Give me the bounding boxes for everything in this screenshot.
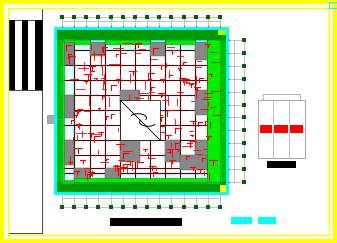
Bar	[231, 217, 252, 224]
Bar	[120, 90, 140, 115]
Bar	[195, 42, 210, 60]
Bar	[165, 40, 195, 44]
Bar	[207, 40, 220, 182]
Bar	[258, 100, 305, 158]
Bar	[105, 40, 150, 44]
Bar	[220, 185, 227, 193]
Bar	[62, 40, 74, 182]
Bar	[110, 218, 182, 226]
Bar	[62, 173, 220, 182]
Bar	[8, 20, 15, 90]
Bar	[62, 40, 220, 50]
Bar	[55, 28, 227, 40]
Bar	[8, 8, 42, 233]
Bar	[207, 150, 220, 182]
Bar	[55, 28, 227, 193]
Bar	[62, 180, 220, 182]
Bar	[28, 20, 35, 90]
Bar	[218, 40, 220, 182]
Bar	[290, 125, 303, 133]
Bar	[62, 40, 64, 182]
Bar	[74, 168, 90, 182]
Bar	[274, 125, 288, 133]
Bar	[62, 140, 74, 165]
Bar	[218, 28, 227, 35]
Bar	[8, 20, 42, 90]
Bar	[260, 125, 272, 133]
Bar	[267, 161, 296, 168]
Bar	[62, 40, 74, 42]
Bar	[150, 42, 165, 56]
Bar	[120, 140, 140, 162]
Bar	[62, 95, 74, 118]
Bar	[90, 42, 105, 56]
Bar	[74, 178, 220, 182]
Bar	[55, 182, 227, 193]
Bar	[35, 20, 42, 90]
Bar	[22, 20, 28, 90]
Bar	[195, 140, 210, 160]
Bar	[62, 42, 74, 65]
Bar	[195, 90, 210, 115]
Bar	[15, 20, 22, 90]
Bar	[180, 155, 207, 170]
Bar	[74, 40, 90, 44]
Bar	[55, 28, 227, 193]
Bar	[47, 115, 57, 123]
Bar	[105, 168, 120, 182]
Bar	[165, 140, 180, 162]
Bar	[120, 100, 160, 140]
Bar	[258, 217, 276, 224]
Bar	[62, 40, 220, 182]
